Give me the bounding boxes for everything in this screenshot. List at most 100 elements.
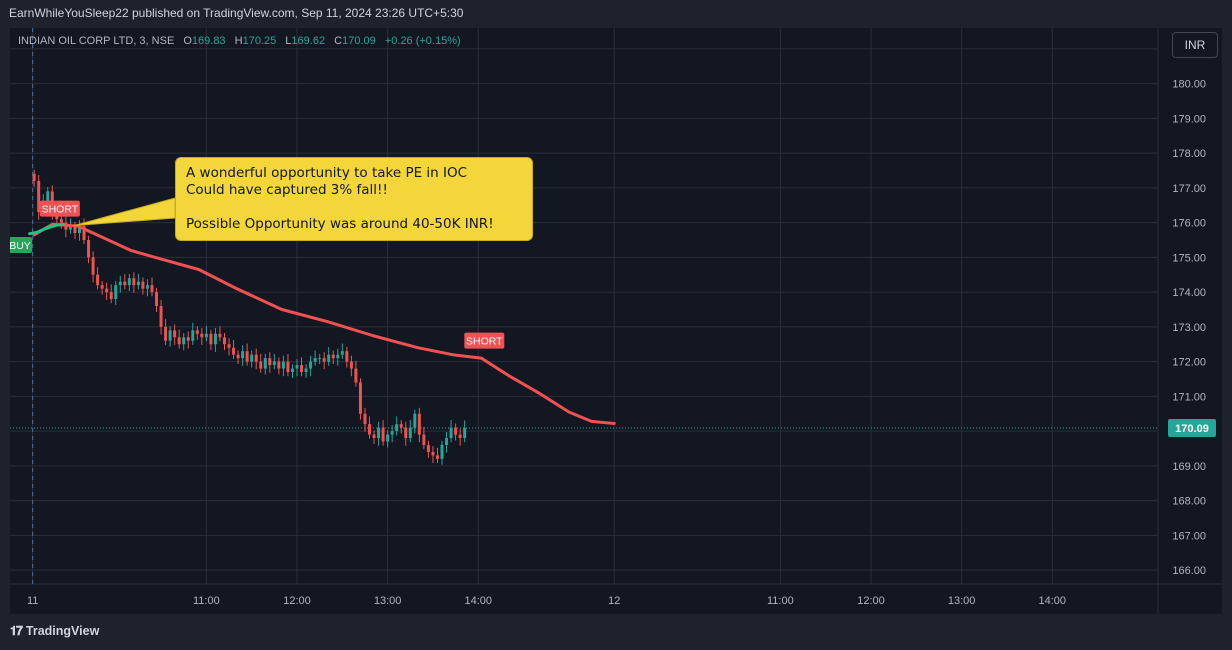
candle[interactable] [268,358,272,366]
buy-marker[interactable] [10,237,32,254]
candle[interactable] [408,427,412,439]
candle[interactable] [177,337,181,345]
candle[interactable] [463,427,467,439]
chart-pane[interactable] [10,28,1222,614]
candle[interactable] [390,431,394,435]
candle[interactable] [114,285,118,300]
candle[interactable] [277,361,281,369]
candle[interactable] [59,219,63,223]
candle[interactable] [454,427,458,435]
candle[interactable] [404,427,408,439]
candle[interactable] [290,368,294,373]
candle[interactable] [168,330,172,341]
candle[interactable] [218,333,222,338]
candle[interactable] [422,434,426,445]
candle[interactable] [272,361,276,366]
candle[interactable] [345,351,349,362]
candle[interactable] [109,292,113,300]
candle[interactable] [32,173,36,181]
candle[interactable] [222,337,226,345]
candle[interactable] [435,455,439,459]
candle[interactable] [182,337,186,345]
candle[interactable] [254,354,258,362]
candle[interactable] [191,330,195,341]
candle[interactable] [426,445,430,452]
candlestick-chart[interactable]: 166.00167.00168.00169.00170.00171.00172.… [10,28,1222,614]
candle[interactable] [372,434,376,439]
candle[interactable] [232,347,236,355]
candle[interactable] [136,281,140,286]
candle[interactable] [413,413,417,428]
candle[interactable] [381,427,385,442]
candle[interactable] [91,257,95,275]
candle[interactable] [100,285,104,289]
candle[interactable] [87,239,91,258]
candle[interactable] [358,382,362,414]
candle[interactable] [141,281,145,289]
candle[interactable] [164,326,168,341]
candle[interactable] [155,292,159,306]
annotation-callout[interactable]: A wonderful opportunity to take PE in IO… [175,157,533,241]
candle[interactable] [295,365,299,369]
candle[interactable] [304,368,308,373]
candle[interactable] [82,226,86,240]
candle[interactable] [37,180,41,213]
candle[interactable] [395,424,399,432]
candle[interactable] [245,351,249,362]
candle[interactable] [145,285,149,289]
candle[interactable] [363,413,367,425]
candle[interactable] [354,368,358,383]
candle[interactable] [209,333,213,345]
candle[interactable] [227,344,231,348]
candle[interactable] [336,354,340,359]
short-marker[interactable] [39,200,80,217]
candle[interactable] [118,281,122,286]
candle[interactable] [159,306,163,327]
candle[interactable] [123,281,127,286]
candle[interactable] [309,361,313,369]
candle[interactable] [213,333,217,345]
candle[interactable] [105,288,109,293]
candle[interactable] [241,351,245,359]
candle[interactable] [286,361,290,373]
candle[interactable] [204,333,208,338]
candle[interactable] [200,333,204,338]
currency-button[interactable]: INR [1172,32,1218,58]
candle[interactable] [300,365,304,373]
candle[interactable] [96,274,100,286]
candle[interactable] [68,226,72,230]
candle[interactable] [186,337,190,341]
candle[interactable] [46,191,50,202]
candle[interactable] [132,278,136,286]
candle[interactable] [377,427,381,439]
candle[interactable] [449,427,453,439]
candle[interactable] [77,226,81,234]
candle[interactable] [440,445,444,459]
candle[interactable] [386,434,390,442]
candle[interactable] [313,358,317,362]
candle[interactable] [127,278,131,286]
candle[interactable] [318,358,322,360]
candle[interactable] [263,358,267,369]
candle[interactable] [281,361,285,369]
candle[interactable] [368,424,372,435]
candle[interactable] [399,424,403,428]
candle[interactable] [331,354,335,359]
candle[interactable] [349,361,353,369]
candle[interactable] [150,285,154,293]
candle[interactable] [431,451,435,456]
candle[interactable] [417,413,421,435]
candle[interactable] [445,438,449,445]
candle[interactable] [250,354,254,362]
candle[interactable] [195,330,199,334]
tradingview-logo[interactable]: 𝟏𝟕 TradingView [10,624,99,639]
candle[interactable] [322,358,326,362]
candle[interactable] [327,354,331,362]
candle[interactable] [458,434,462,439]
candle[interactable] [173,330,177,338]
candle[interactable] [259,361,263,369]
candle[interactable] [236,354,240,359]
candle[interactable] [340,351,344,355]
candle[interactable] [73,226,77,234]
short-marker[interactable] [464,332,505,349]
